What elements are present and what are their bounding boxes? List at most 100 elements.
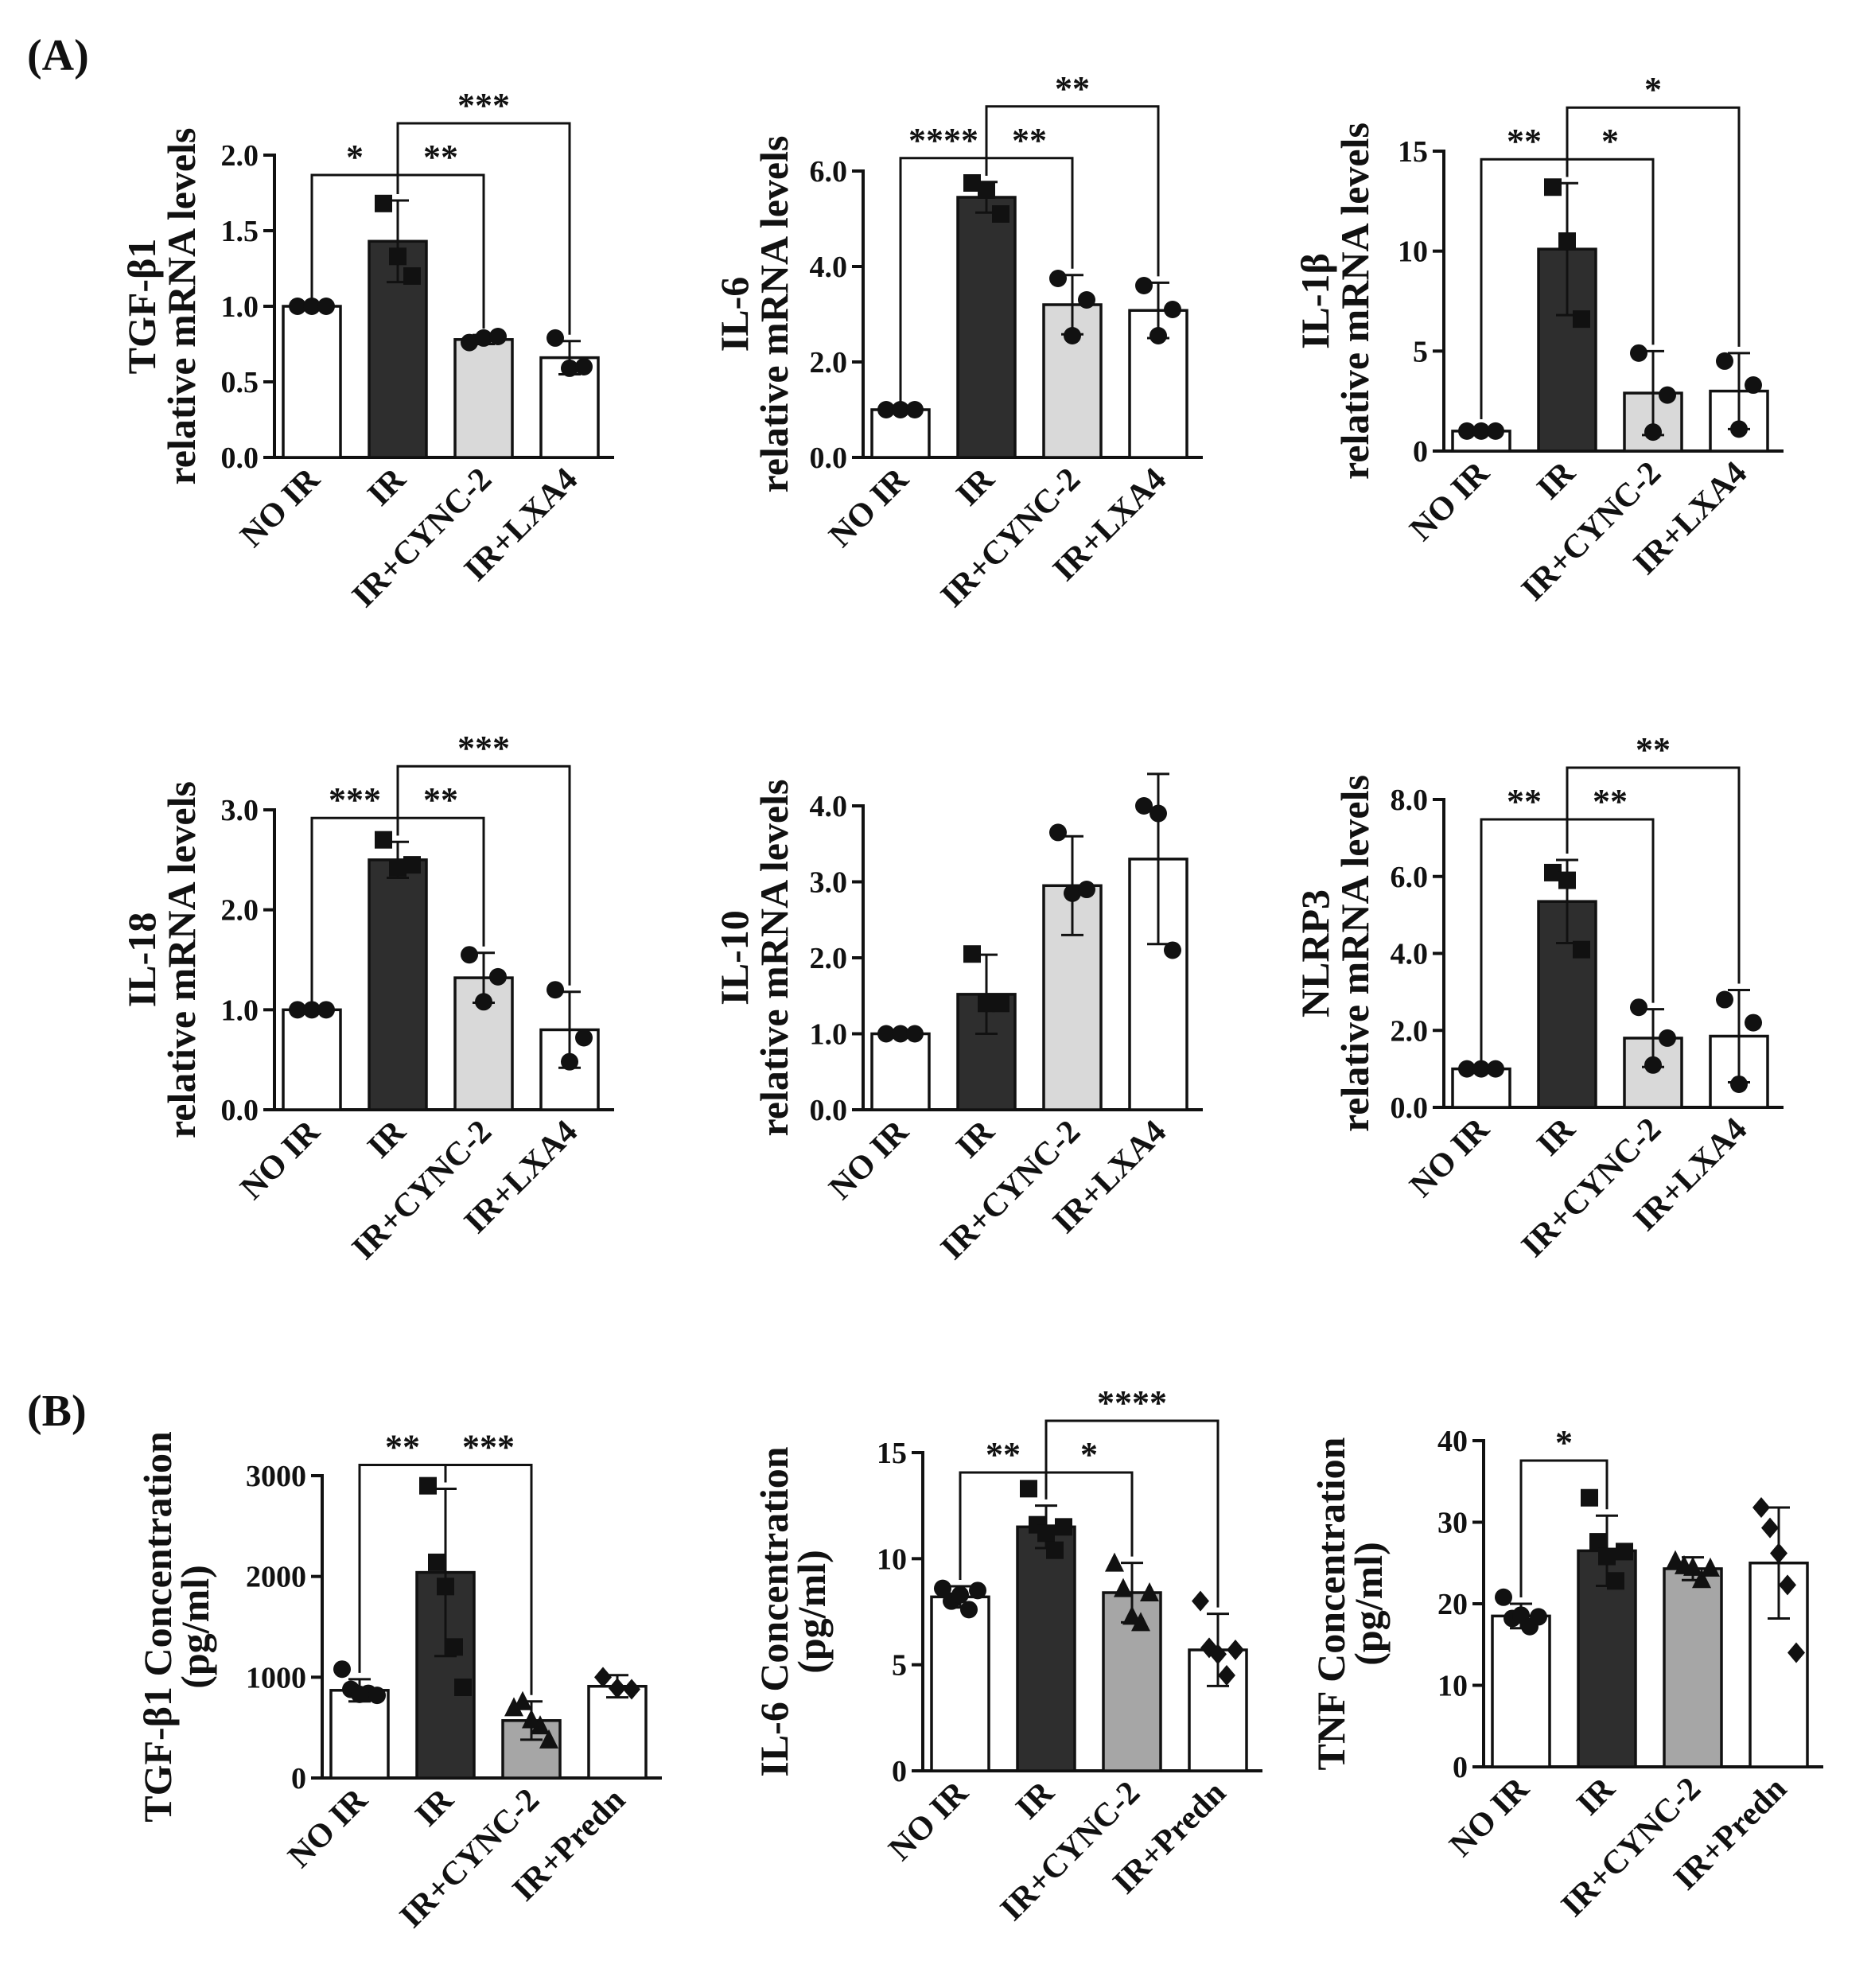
y-axis-title: TNF Concentration — [1309, 1437, 1353, 1770]
data-point — [561, 1052, 578, 1071]
y-tick-label: 2.0 — [1391, 1014, 1429, 1048]
y-tick-label: 0 — [291, 1762, 306, 1795]
y-axis-title: IL-6 — [712, 277, 757, 352]
data-point — [1598, 1547, 1616, 1566]
data-point — [539, 1729, 558, 1749]
data-point — [389, 858, 407, 877]
y-tick-label: 5 — [892, 1649, 907, 1683]
data-point — [575, 1029, 593, 1047]
y-tick-label: 4.0 — [810, 790, 848, 823]
data-point — [877, 1025, 895, 1043]
data-point — [419, 1476, 437, 1495]
y-tick-label: 4.0 — [810, 251, 848, 284]
data-point — [1716, 352, 1733, 370]
y-tick-label: 1.0 — [221, 994, 259, 1027]
data-point — [1150, 804, 1167, 823]
significance-label: *** — [462, 1427, 515, 1466]
significance-label: ** — [385, 1427, 420, 1466]
bar-NO IR — [282, 1008, 342, 1111]
y-tick-label: 2.0 — [810, 942, 848, 975]
data-point — [892, 1025, 909, 1043]
y-tick-label: 6.0 — [1391, 861, 1429, 894]
data-point — [609, 1678, 626, 1699]
data-point — [333, 1660, 351, 1679]
y-tick-label: 0.0 — [810, 442, 848, 475]
data-point — [1616, 1543, 1633, 1561]
data-point — [303, 298, 321, 315]
significance-label: ** — [423, 780, 458, 819]
y-tick-label: 3.0 — [221, 794, 259, 827]
significance-label: **** — [908, 121, 978, 160]
y-tick-label: 8.0 — [1391, 784, 1429, 817]
significance-label: * — [1555, 1423, 1573, 1462]
bar-IR — [956, 196, 1017, 459]
data-point — [1131, 1612, 1150, 1632]
y-axis-subtitle: relative mRNA levels — [752, 136, 796, 493]
y-tick-label: 0.0 — [221, 442, 259, 475]
y-axis-subtitle: (pg/ml) — [789, 1550, 834, 1674]
y-tick-label: 5 — [1413, 335, 1428, 368]
data-point — [906, 1025, 924, 1043]
data-point — [1644, 1056, 1662, 1074]
x-tick-label: IR — [1531, 1111, 1583, 1163]
y-axis-title: NLRP3 — [1293, 889, 1337, 1017]
x-tick-label: IR — [361, 461, 414, 513]
y-tick-label: 1.0 — [221, 290, 259, 324]
y-tick-label: 10 — [877, 1543, 907, 1576]
y-tick-label: 10 — [1398, 235, 1428, 269]
data-point — [1164, 941, 1181, 959]
y-tick-label: 0.0 — [221, 1094, 259, 1127]
y-tick-label: 1.5 — [221, 215, 259, 248]
data-point — [289, 1001, 306, 1019]
data-point — [1227, 1640, 1244, 1660]
data-point — [1472, 422, 1490, 440]
y-axis-subtitle: relative mRNA levels — [159, 128, 204, 485]
significance-label: * — [1601, 122, 1619, 161]
data-point — [1761, 1517, 1779, 1539]
significance-label: * — [346, 138, 364, 177]
data-point — [1692, 1569, 1711, 1589]
significance-label: ** — [423, 138, 458, 177]
data-point — [1078, 881, 1095, 899]
data-point — [1745, 376, 1762, 395]
y-axis-title: IL-6 Concentration — [752, 1446, 796, 1776]
data-point — [623, 1679, 640, 1700]
significance-bracket — [1566, 766, 1741, 984]
data-point — [547, 329, 564, 347]
data-point — [1114, 1578, 1133, 1597]
y-tick-label: 3.0 — [810, 866, 848, 900]
data-point — [1046, 1541, 1064, 1559]
y-axis-subtitle: (pg/ml) — [173, 1565, 217, 1689]
data-point — [1659, 386, 1676, 404]
data-point — [951, 1585, 969, 1604]
data-point — [960, 1601, 978, 1619]
y-axis-subtitle: relative mRNA levels — [1332, 775, 1377, 1132]
y-tick-label: 15 — [877, 1437, 907, 1470]
bar-NO IR — [870, 1032, 931, 1111]
significance-bracket — [985, 105, 1160, 277]
y-tick-label: 2.0 — [221, 139, 259, 173]
bar-IR — [1016, 1525, 1076, 1772]
data-point — [1495, 1588, 1512, 1606]
y-axis-title: TGF-β1 Concentration — [135, 1431, 180, 1823]
data-point — [1716, 990, 1733, 1009]
data-point — [1630, 344, 1647, 362]
y-axis-title: IL-10 — [712, 910, 757, 1005]
significance-bracket — [1044, 1419, 1220, 1608]
data-point — [1752, 1497, 1770, 1519]
data-point — [475, 993, 492, 1011]
data-point — [1049, 823, 1067, 842]
data-point — [1105, 1552, 1124, 1572]
significance-label: ** — [1593, 782, 1628, 821]
bar-IR+CYNC-2 — [1663, 1567, 1723, 1768]
y-axis-title: IL-1β — [1293, 253, 1337, 349]
data-point — [1730, 420, 1748, 438]
significance-label: * — [1644, 70, 1662, 109]
data-point — [1530, 1608, 1547, 1626]
data-point — [1544, 863, 1562, 881]
data-point — [1644, 423, 1662, 442]
data-point — [1135, 797, 1153, 815]
